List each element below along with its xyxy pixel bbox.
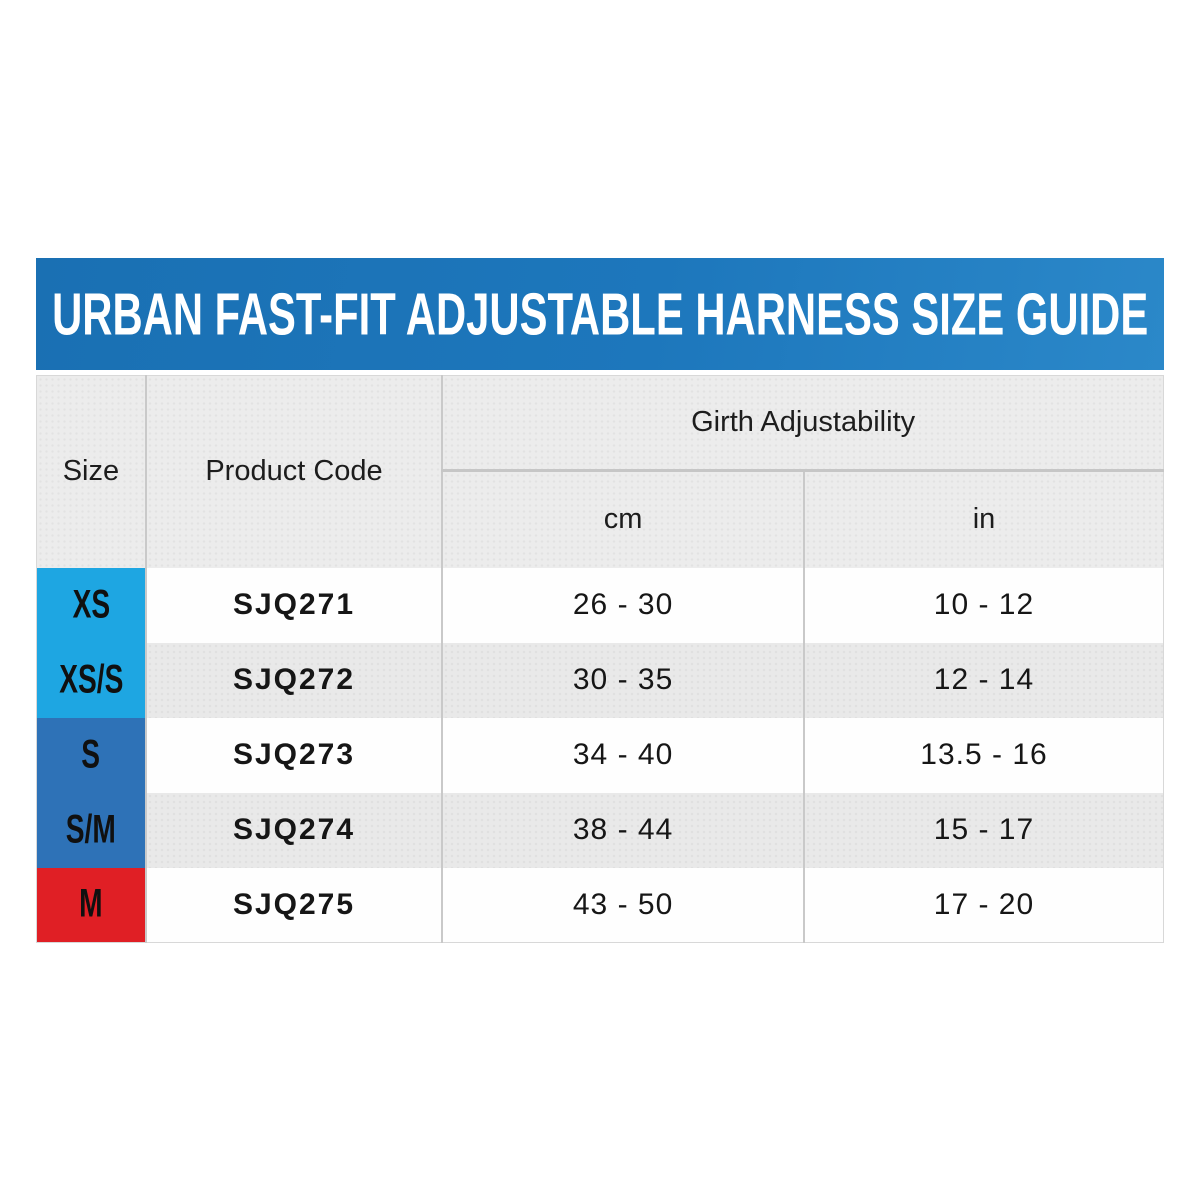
girth-cm-cell: 38 - 44 [441,792,804,868]
size-badge: M [36,867,146,943]
product-code-cell: SJQ272 [144,642,443,718]
size-badge: S/M [36,792,146,868]
title-banner: URBAN FAST-FIT ADJUSTABLE HARNESS SIZE G… [36,258,1164,370]
table-body: XS SJQ271 26 - 30 10 - 12 XS/S SJQ272 30… [36,567,1164,943]
table-header: Size Product Code Girth Adjustability cm… [36,375,1164,568]
product-code-cell: SJQ273 [144,717,443,793]
girth-in-cell: 15 - 17 [802,792,1164,868]
header-girth-adjustability: Girth Adjustability [441,375,1164,472]
girth-cm-cell: 34 - 40 [441,717,804,793]
size-guide: URBAN FAST-FIT ADJUSTABLE HARNESS SIZE G… [36,258,1164,943]
table-row: M SJQ275 43 - 50 17 - 20 [36,867,1164,943]
product-code-cell: SJQ275 [144,867,443,943]
table-row: S SJQ273 34 - 40 13.5 - 16 [36,717,1164,793]
page-title: URBAN FAST-FIT ADJUSTABLE HARNESS SIZE G… [51,280,1149,348]
product-code-cell: SJQ274 [144,792,443,868]
size-label: XS/S [58,657,123,702]
size-label: S/M [65,807,116,852]
size-guide-table: Size Product Code Girth Adjustability cm… [36,375,1164,943]
girth-cm-cell: 43 - 50 [441,867,804,943]
table-row: XS SJQ271 26 - 30 10 - 12 [36,567,1164,643]
size-label: S [81,732,101,777]
product-code-cell: SJQ271 [144,567,443,643]
header-cm: cm [441,470,804,568]
header-in: in [802,470,1164,568]
girth-in-cell: 13.5 - 16 [802,717,1164,793]
girth-cm-cell: 30 - 35 [441,642,804,718]
size-badge: XS [36,567,146,643]
header-size: Size [36,375,146,568]
girth-in-cell: 17 - 20 [802,867,1164,943]
size-badge: XS/S [36,642,146,718]
size-label: M [79,882,103,927]
size-label: XS [72,582,110,627]
girth-cm-cell: 26 - 30 [441,567,804,643]
girth-in-cell: 10 - 12 [802,567,1164,643]
table-row: XS/S SJQ272 30 - 35 12 - 14 [36,642,1164,718]
girth-in-cell: 12 - 14 [802,642,1164,718]
header-product-code: Product Code [144,375,443,568]
table-row: S/M SJQ274 38 - 44 15 - 17 [36,792,1164,868]
size-badge: S [36,717,146,793]
